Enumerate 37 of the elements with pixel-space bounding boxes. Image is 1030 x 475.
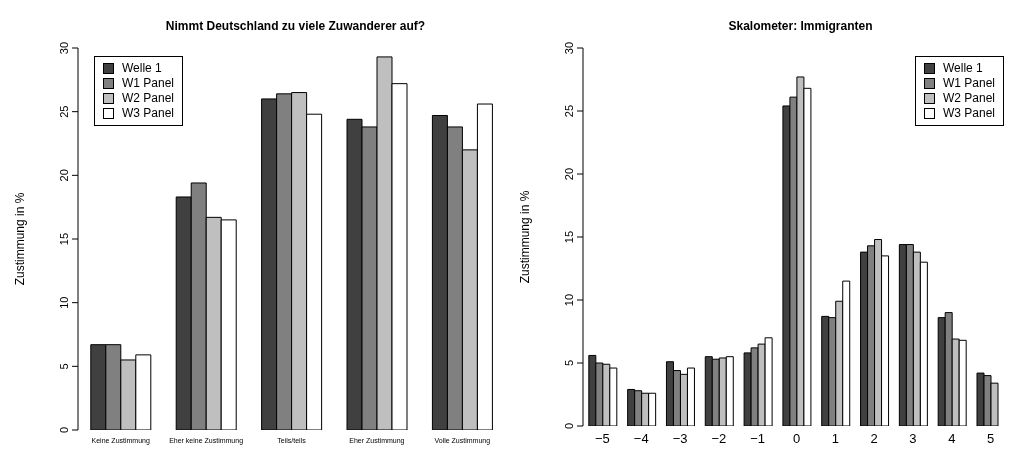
y-tick-label: 25 — [562, 104, 575, 118]
y-axis-title: Zustimmung in % — [13, 192, 28, 286]
y-tick-label: 30 — [562, 41, 575, 55]
y-axis-title: Zustimmung in % — [518, 190, 533, 284]
chart-title: Nimmt Deutschland zu viele Zuwanderer auf? — [165, 19, 426, 33]
x-tick-label: 4 — [948, 431, 956, 447]
x-tick-label: −1 — [750, 431, 766, 447]
x-tick-label: 0 — [792, 431, 801, 447]
x-tick-label: 5 — [986, 431, 995, 447]
x-tick-label: −2 — [711, 431, 727, 447]
x-tick-label: 1 — [831, 431, 839, 447]
y-tick-label: 10 — [57, 296, 70, 309]
chart-title: Skalometer: Immigranten — [728, 19, 873, 33]
legend-label: W1 Panel — [942, 76, 995, 91]
legend-label: W1 Panel — [122, 76, 175, 91]
legend-label: Welle 1 — [942, 61, 983, 76]
legend-label: W3 Panel — [122, 106, 175, 121]
y-tick-label: 20 — [57, 169, 70, 182]
y-tick-label: 10 — [562, 293, 575, 307]
y-tick-label: 15 — [562, 230, 575, 244]
y-tick-label: 5 — [57, 363, 70, 370]
legend-label: W3 Panel — [942, 106, 995, 121]
x-tick-label: 2 — [870, 431, 878, 447]
y-tick-label: 20 — [562, 167, 575, 181]
y-tick-label: 15 — [57, 232, 70, 246]
y-tick-label: 30 — [57, 41, 70, 55]
y-tick-label: 25 — [57, 105, 70, 118]
legend-label: W2 Panel — [942, 91, 995, 106]
x-tick-label: −4 — [633, 431, 649, 447]
legend-label: W2 Panel — [122, 91, 175, 106]
y-tick-label: 0 — [57, 426, 70, 434]
legend-label: Welle 1 — [122, 61, 162, 76]
y-tick-label: 0 — [562, 422, 575, 430]
y-tick-label: 5 — [562, 359, 575, 367]
x-tick-label: −3 — [672, 431, 688, 447]
x-tick-label: 3 — [909, 431, 917, 447]
x-tick-label: −5 — [594, 431, 610, 447]
